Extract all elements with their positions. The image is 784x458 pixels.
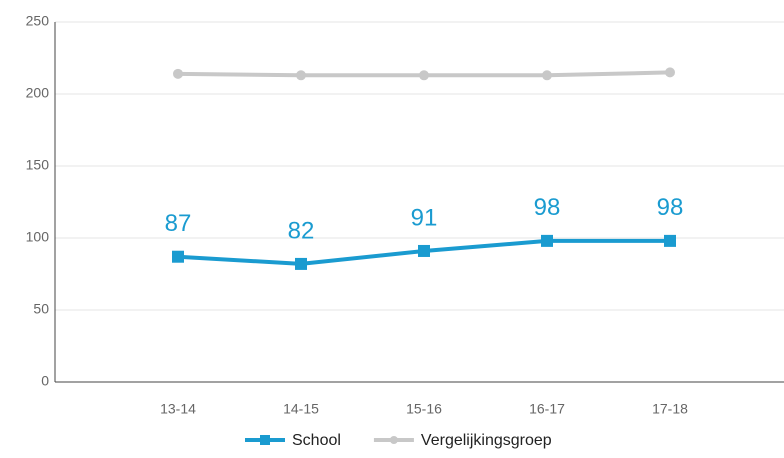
point (664, 234, 676, 247)
legend-label: Vergelijkingsgroep (421, 432, 552, 449)
legend-marker (260, 435, 270, 445)
x-tick-label: 13-14 (160, 401, 196, 417)
point (296, 70, 306, 81)
point (665, 67, 675, 78)
x-tick-label: 14-15 (283, 401, 319, 417)
point (173, 68, 183, 79)
data-label: 98 (534, 194, 561, 221)
point (172, 250, 184, 263)
point (295, 257, 307, 270)
data-label: 82 (288, 217, 315, 244)
y-tick-label: 50 (33, 301, 49, 317)
x-tick-label: 15-16 (406, 401, 442, 417)
point (541, 234, 553, 247)
x-tick-label: 17-18 (652, 401, 688, 417)
y-tick-label: 200 (26, 85, 50, 101)
y-tick-label: 250 (26, 13, 50, 29)
y-tick-label: 0 (41, 373, 49, 389)
point (418, 244, 430, 257)
legend-label: School (292, 432, 341, 449)
data-label: 98 (657, 194, 684, 221)
point (542, 70, 552, 81)
data-label: 91 (411, 204, 438, 231)
point (419, 70, 429, 81)
y-tick-label: 100 (26, 229, 50, 245)
legend-marker (389, 436, 398, 444)
x-tick-label: 16-17 (529, 401, 565, 417)
data-label: 87 (165, 210, 192, 237)
y-tick-label: 150 (26, 157, 50, 173)
